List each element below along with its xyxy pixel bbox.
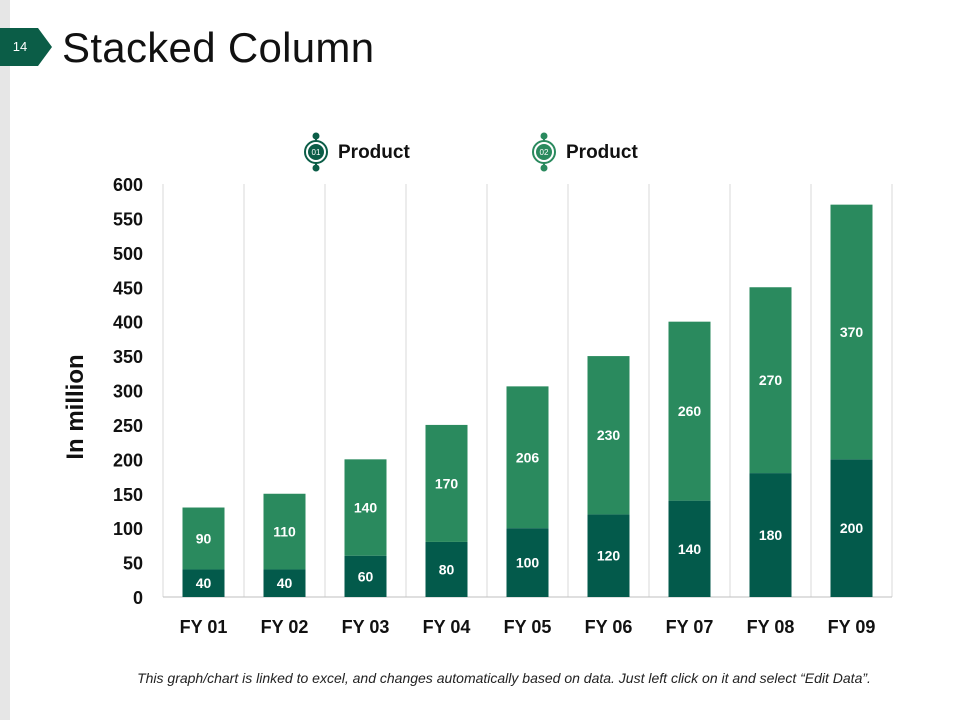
data-label: 370 bbox=[840, 324, 864, 340]
data-label: 170 bbox=[435, 475, 459, 491]
data-label: 200 bbox=[840, 520, 864, 536]
y-tick-label: 0 bbox=[133, 588, 143, 608]
bar-segment-series-1[interactable] bbox=[182, 569, 225, 597]
x-tick-label: FY 04 bbox=[423, 617, 471, 637]
x-tick-label: FY 05 bbox=[504, 617, 552, 637]
data-label: 206 bbox=[516, 449, 540, 465]
bar-segment-series-2[interactable] bbox=[182, 507, 225, 570]
data-label: 260 bbox=[678, 403, 702, 419]
bar-segment-series-1[interactable] bbox=[830, 459, 873, 597]
bar-segment-series-1[interactable] bbox=[263, 569, 306, 597]
y-tick-label: 600 bbox=[113, 175, 143, 195]
data-label: 40 bbox=[277, 575, 293, 591]
page-number: 14 bbox=[12, 39, 28, 54]
data-label: 140 bbox=[354, 500, 378, 516]
legend-badge-01-text: 01 bbox=[312, 148, 321, 157]
left-margin-strip bbox=[0, 0, 10, 720]
y-tick-label: 400 bbox=[113, 313, 143, 333]
bar-segment-series-1[interactable] bbox=[506, 528, 549, 597]
data-label: 110 bbox=[273, 524, 296, 540]
y-tick-label: 550 bbox=[113, 209, 143, 229]
x-tick-label: FY 07 bbox=[666, 617, 714, 637]
legend-label-product-02: Product bbox=[566, 142, 638, 163]
bar-segment-series-2[interactable] bbox=[425, 424, 468, 542]
y-tick-label: 50 bbox=[123, 554, 143, 574]
x-tick-label: FY 06 bbox=[585, 617, 633, 637]
y-tick-label: 500 bbox=[113, 244, 143, 264]
data-label: 270 bbox=[759, 372, 783, 388]
footnote: This graph/chart is linked to excel, and… bbox=[137, 670, 871, 686]
data-label: 230 bbox=[597, 427, 621, 443]
slide-title: Stacked Column bbox=[62, 24, 375, 71]
legend-badge-02-icon: 02 bbox=[532, 132, 556, 172]
bar-segment-series-2[interactable] bbox=[344, 459, 387, 556]
bar-segment-series-2[interactable] bbox=[668, 321, 711, 501]
bar-segment-series-1[interactable] bbox=[425, 541, 468, 597]
page-badge-shape bbox=[0, 28, 52, 66]
x-tick-label: FY 08 bbox=[747, 617, 795, 637]
y-tick-label: 450 bbox=[113, 278, 143, 298]
y-tick-label: 250 bbox=[113, 416, 143, 436]
bar-segment-series-1[interactable] bbox=[587, 514, 630, 597]
bar-segment-series-1[interactable] bbox=[668, 500, 711, 597]
data-label: 90 bbox=[196, 530, 212, 546]
legend-badge-02-text: 02 bbox=[540, 148, 549, 157]
data-label: 80 bbox=[439, 561, 455, 577]
bar-segment-series-2[interactable] bbox=[830, 204, 873, 460]
page-number-badge bbox=[0, 28, 52, 66]
y-tick-label: 350 bbox=[113, 347, 143, 367]
y-tick-label: 300 bbox=[113, 382, 143, 402]
x-tick-label: FY 09 bbox=[828, 617, 876, 637]
y-tick-label: 150 bbox=[113, 485, 143, 505]
y-tick-label: 200 bbox=[113, 450, 143, 470]
legend-label-product-01: Product bbox=[338, 142, 410, 163]
data-label: 140 bbox=[678, 541, 702, 557]
x-tick-label: FY 03 bbox=[342, 617, 390, 637]
data-label: 120 bbox=[597, 548, 621, 564]
legend-badge-01-icon: 01 bbox=[304, 132, 328, 172]
data-label: 40 bbox=[196, 575, 212, 591]
bar-segment-series-2[interactable] bbox=[506, 386, 549, 529]
y-tick-label: 100 bbox=[113, 519, 143, 539]
data-label: 180 bbox=[759, 527, 783, 543]
bar-segment-series-2[interactable] bbox=[263, 493, 306, 570]
data-label: 60 bbox=[358, 568, 374, 584]
x-tick-label: FY 01 bbox=[180, 617, 228, 637]
bar-segment-series-2[interactable] bbox=[587, 356, 630, 515]
data-label: 100 bbox=[516, 555, 540, 571]
bar-segment-series-1[interactable] bbox=[344, 555, 387, 597]
bar-segment-series-2[interactable] bbox=[749, 287, 792, 474]
bar-segment-series-1[interactable] bbox=[749, 473, 792, 597]
x-tick-label: FY 02 bbox=[261, 617, 309, 637]
